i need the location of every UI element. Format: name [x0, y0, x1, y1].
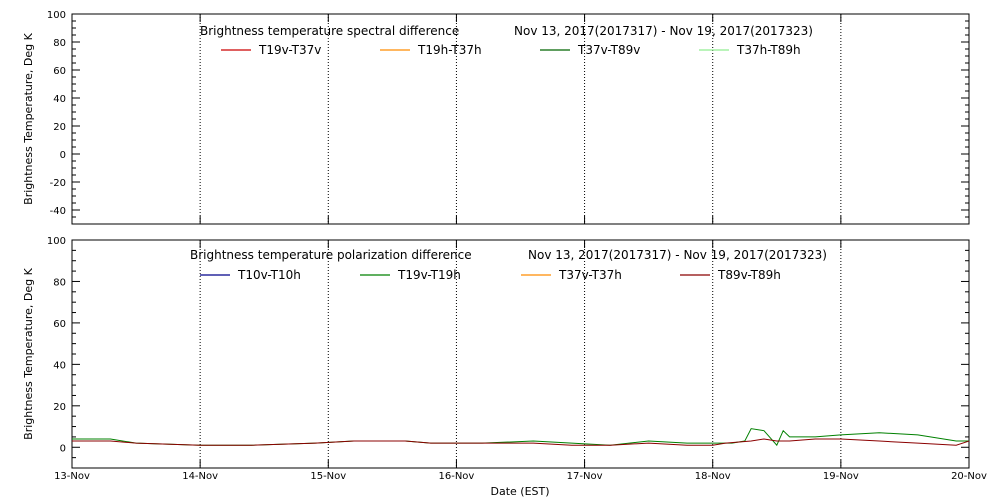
legend-entry: T37h-T89h: [736, 43, 801, 57]
y-tick-label: 60: [53, 319, 66, 330]
x-tick-label: 15-Nov: [310, 471, 346, 482]
y-tick-label: 60: [53, 66, 66, 77]
x-tick-label: 18-Nov: [695, 471, 731, 482]
legend-entry: T10v-T10h: [237, 268, 301, 282]
x-tick-label: 14-Nov: [182, 471, 218, 482]
x-axis-title: Date (EST): [490, 485, 549, 498]
legend-entry: T89v-T89h: [717, 268, 781, 282]
date-range-label: Nov 13, 2017(2017317) - Nov 19, 2017(201…: [528, 248, 827, 262]
legend-entry: T37v-T37h: [558, 268, 622, 282]
y-tick-label: -20: [50, 178, 66, 189]
y-tick-label: 100: [47, 236, 66, 247]
y-tick-label: 0: [60, 150, 66, 161]
date-range-label: Nov 13, 2017(2017317) - Nov 19, 2017(201…: [514, 24, 813, 38]
legend-entry: T19v-T19h: [397, 268, 461, 282]
legend-entry: T37v-T89v: [577, 43, 640, 57]
x-tick-label: 20-Nov: [951, 471, 987, 482]
y-tick-label: 20: [53, 122, 66, 133]
plot-frame: [71, 239, 970, 469]
chart-title: Brightness temperature polarization diff…: [190, 248, 472, 262]
y-tick-label: 40: [53, 94, 66, 105]
series-line: [72, 438, 970, 446]
x-tick-label: 13-Nov: [54, 471, 90, 482]
y-tick-label: 80: [53, 38, 66, 49]
y-axis-title: Brightness Temperature, Deg K: [22, 267, 35, 439]
y-tick-label: 100: [47, 10, 66, 21]
x-tick-label: 17-Nov: [567, 471, 603, 482]
y-axis-title: Brightness Temperature, Deg K: [22, 32, 35, 204]
y-tick-label: 20: [53, 402, 66, 413]
plot-frame: [71, 13, 970, 225]
legend-entry: T19v-T37v: [258, 43, 321, 57]
legend-entry: T19h-T37h: [417, 43, 482, 57]
polarization-difference-panel: 13-Nov 14-Nov 15-Nov 16-Nov 17-Nov 18-Nov 19-N…: [22, 236, 987, 482]
y-tick-label: -40: [50, 206, 66, 217]
y-tick-label: 0: [60, 443, 66, 454]
chart-title: Brightness temperature spectral differen…: [200, 24, 459, 38]
spectral-difference-panel: -40 -20 0 20 40 60 80 100 Brightness Temperature…: [22, 10, 970, 225]
y-tick-label: 80: [53, 277, 66, 288]
x-tick-label: 16-Nov: [438, 471, 474, 482]
y-tick-label: 40: [53, 360, 66, 371]
x-tick-label: 19-Nov: [823, 471, 859, 482]
